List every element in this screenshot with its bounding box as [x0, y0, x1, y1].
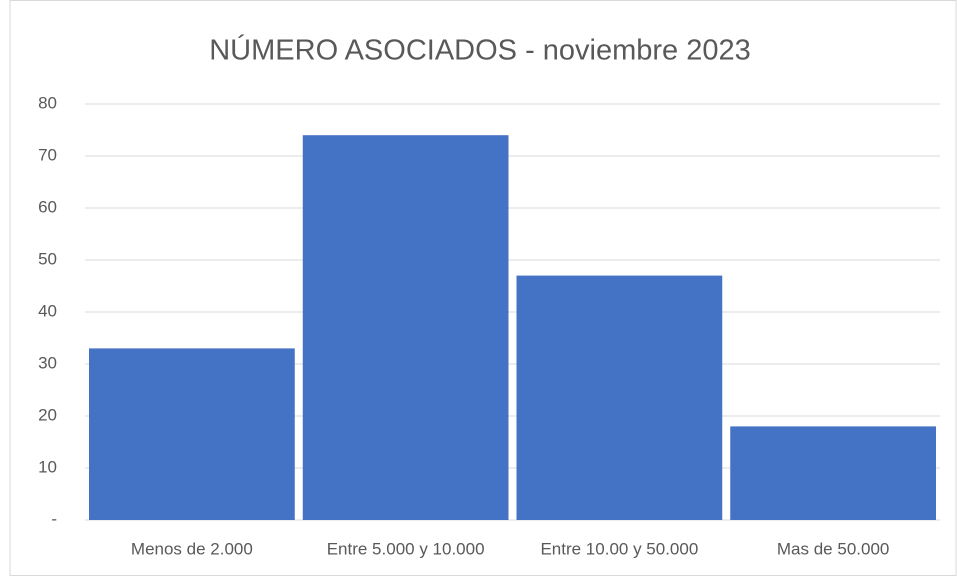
y-tick-label: 50	[38, 249, 57, 268]
x-tick-label: Mas de 50.000	[777, 539, 889, 558]
y-tick-label: -	[51, 509, 57, 528]
bar	[730, 426, 936, 520]
bar	[302, 135, 509, 520]
y-tick-label: 40	[38, 301, 57, 320]
y-tick-label: 30	[38, 353, 57, 372]
x-tick-label: Entre 5.000 y 10.000	[327, 539, 485, 558]
x-tick-label: Menos de 2.000	[131, 539, 253, 558]
chart-title: NÚMERO ASOCIADOS - noviembre 2023	[209, 34, 751, 67]
bar	[516, 275, 723, 520]
y-tick-label: 70	[38, 145, 57, 164]
y-tick-label: 80	[38, 93, 57, 112]
y-tick-label: 20	[38, 405, 57, 424]
bar	[89, 348, 295, 520]
x-tick-label: Entre 10.00 y 50.000	[540, 539, 698, 558]
y-tick-label: 60	[38, 197, 57, 216]
y-tick-label: 10	[38, 457, 57, 476]
